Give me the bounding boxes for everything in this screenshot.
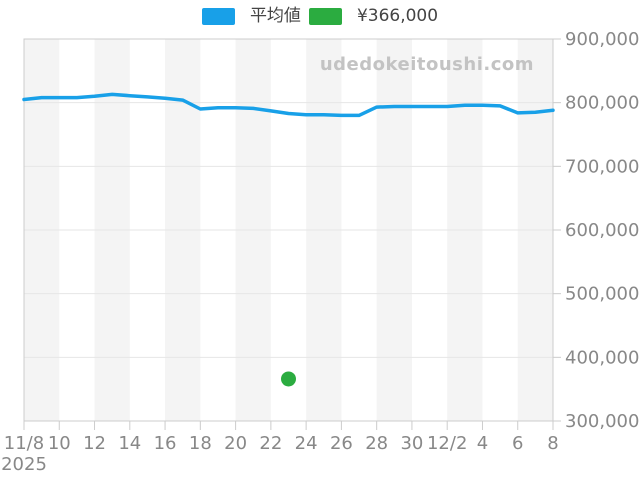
y-axis-tick-label: 800,000 (565, 93, 639, 114)
average-price-line (22, 92, 555, 118)
x-axis-tick-label: 6 (512, 433, 523, 454)
x-axis-tick-label: 30 (400, 433, 423, 454)
y-axis-tick-label: 600,000 (565, 220, 639, 241)
x-axis-tick-label: 14 (118, 433, 141, 454)
y-axis-tick-label: 700,000 (565, 156, 639, 177)
x-axis-tick-label: 24 (295, 433, 318, 454)
listing-price-swatch (308, 8, 342, 25)
site-watermark: udedokeitoushi.com (319, 54, 534, 75)
y-axis-tick-label: 300,000 (565, 411, 639, 432)
x-axis-tick-label: 22 (259, 433, 282, 454)
y-axis-tick-label: 500,000 (565, 284, 639, 305)
x-axis-tick-label: 12/2 (427, 433, 467, 454)
legend-item-average[interactable]: 平均値 (201, 6, 301, 26)
x-axis-tick-label: 10 (48, 433, 71, 454)
x-axis-tick-label: 28 (365, 433, 388, 454)
x-axis-tick-label: 12 (83, 433, 106, 454)
x-axis-tick-label: 8 (547, 433, 558, 454)
legend-item-listing-price[interactable]: ¥366,000 (308, 6, 439, 26)
y-axis-tick-label: 900,000 (565, 29, 639, 50)
listing-price-point (281, 371, 296, 387)
x-axis-tick-label: 16 (154, 433, 177, 454)
chart-legend: 平均値 ¥366,000 (0, 8, 640, 25)
x-axis-year-label: 2025 (1, 454, 47, 475)
average-series-label: 平均値 (249, 6, 301, 26)
x-axis-tick-label: 4 (477, 433, 488, 454)
x-axis-tick-label: 20 (224, 433, 247, 454)
y-axis-tick-label: 400,000 (565, 347, 639, 368)
x-axis-tick-label: 18 (189, 433, 212, 454)
x-axis-tick-label: 11/8 (4, 433, 44, 454)
listing-price-label: ¥366,000 (356, 6, 439, 26)
x-axis-tick-label: 26 (330, 433, 353, 454)
average-series-swatch (201, 8, 235, 25)
